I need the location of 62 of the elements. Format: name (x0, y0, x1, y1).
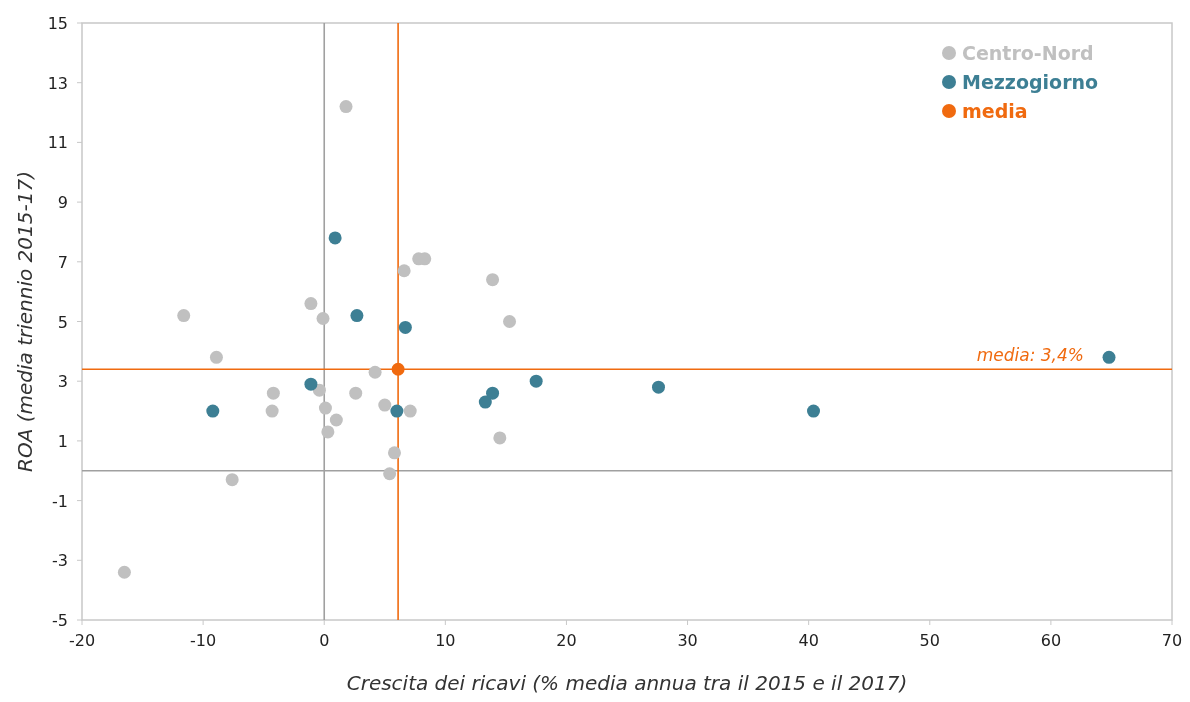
point (339, 100, 353, 114)
x-tick-label: 30 (677, 631, 698, 650)
point (304, 377, 318, 391)
point (368, 365, 382, 379)
point (398, 320, 412, 334)
x-tick-label: 10 (435, 631, 456, 650)
y-tick-label: 15 (47, 14, 68, 33)
legend-label: Mezzogiorno (962, 71, 1099, 93)
legend-label: Centro-Nord (962, 42, 1094, 64)
ref-line-label: media: 3,4% (976, 345, 1084, 366)
point (390, 404, 404, 418)
y-tick-label: -5 (52, 611, 68, 630)
x-tick-label: 0 (319, 631, 330, 650)
point (117, 565, 131, 579)
point (529, 374, 543, 388)
y-tick-label: -1 (52, 491, 68, 511)
y-tick-label: 11 (47, 133, 68, 153)
x-tick-label: -10 (190, 631, 217, 650)
point (378, 398, 392, 412)
x-tick-label: 60 (1040, 631, 1062, 650)
x-tick-label: 70 (1161, 631, 1183, 650)
legend-label: media (962, 100, 1028, 122)
point (503, 315, 517, 328)
point (318, 401, 332, 415)
point (486, 386, 500, 400)
y-tick-label: 5 (57, 312, 68, 332)
point (478, 395, 492, 409)
point (304, 297, 318, 311)
point (209, 350, 223, 364)
point (316, 312, 330, 326)
point (387, 446, 401, 460)
x-axis-title: Crescita dei ricavi (% media annua tra il 2015 e il 2017) (346, 671, 908, 695)
y-axis-title: ROA (media triennio 2015-17) (13, 171, 37, 472)
point (486, 273, 500, 287)
x-tick-label: 50 (919, 631, 940, 650)
y-tick-label: 3 (57, 372, 68, 392)
point (383, 467, 397, 481)
point (321, 425, 335, 439)
point (206, 404, 220, 418)
point (225, 473, 239, 487)
point (1102, 350, 1116, 364)
point (329, 413, 343, 427)
x-tick-label: -20 (68, 631, 96, 650)
point (350, 309, 364, 323)
y-tick-label: 13 (47, 73, 68, 93)
y-tick-label: -3 (52, 551, 68, 571)
x-tick-label: 20 (556, 631, 577, 650)
point (493, 431, 507, 445)
point (391, 362, 405, 376)
point (265, 404, 279, 418)
point (349, 386, 363, 400)
y-tick-label: 9 (57, 193, 68, 213)
y-tick-label: 1 (57, 431, 68, 451)
y-tick-label: 7 (57, 252, 68, 272)
point (651, 380, 665, 394)
x-tick-label: 40 (798, 631, 819, 650)
point (328, 231, 342, 245)
point (403, 404, 417, 418)
point (397, 264, 411, 278)
point (266, 386, 280, 400)
point (177, 309, 191, 323)
point (807, 404, 821, 418)
